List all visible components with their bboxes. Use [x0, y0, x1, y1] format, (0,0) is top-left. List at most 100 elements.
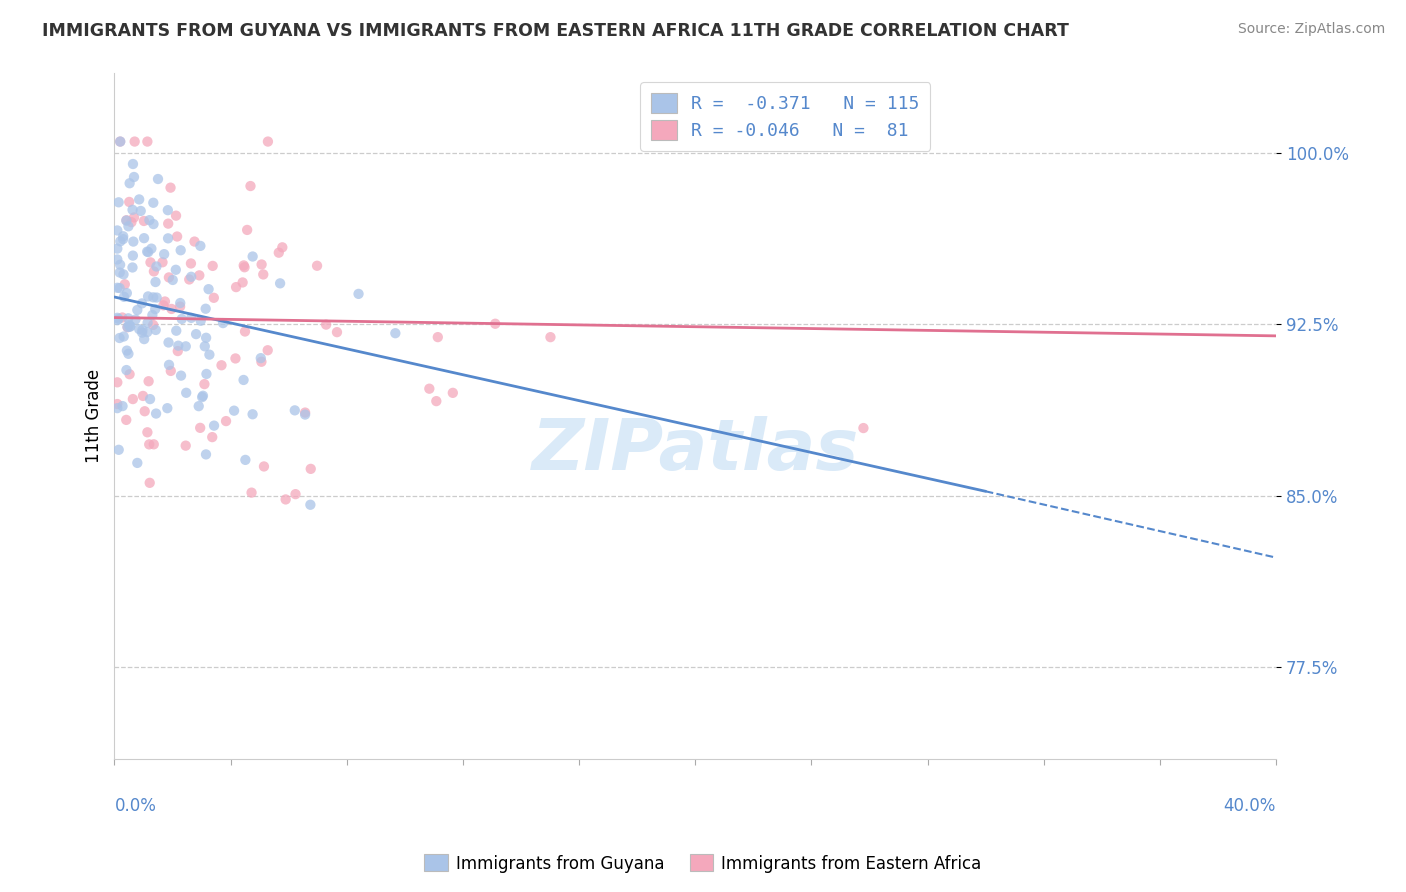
Point [232, 276, 254, 290]
Point [118, 318, 141, 332]
Point [232, 259, 254, 273]
Point [142, 195, 165, 210]
Point [115, 343, 138, 358]
Point [202, 291, 225, 305]
Point [124, 135, 146, 149]
Point [179, 272, 201, 286]
Point [117, 320, 139, 334]
Point [257, 135, 280, 149]
Point [129, 203, 152, 218]
Point [187, 399, 209, 413]
Point [239, 179, 262, 194]
Point [115, 363, 138, 377]
Point [197, 282, 219, 296]
Point [190, 314, 212, 328]
Point [174, 439, 197, 453]
Point [426, 330, 449, 344]
Point [138, 213, 160, 227]
Point [122, 211, 145, 225]
Point [249, 351, 271, 366]
Point [235, 453, 257, 467]
Point [131, 323, 153, 337]
Point [274, 492, 297, 507]
Point [180, 269, 202, 284]
Point [142, 318, 165, 332]
Point [136, 425, 159, 440]
Point [233, 325, 256, 339]
Point [167, 339, 190, 353]
Point [157, 270, 180, 285]
Point [118, 319, 141, 334]
Point [284, 487, 307, 501]
Point [112, 229, 135, 244]
Point [146, 172, 169, 186]
Point [174, 385, 197, 400]
Point [105, 310, 128, 325]
Point [252, 268, 274, 282]
Point [157, 231, 180, 245]
Point [190, 239, 212, 253]
Point [128, 322, 150, 336]
Point [170, 244, 193, 258]
Point [157, 358, 180, 372]
Point [108, 331, 131, 345]
Point [122, 169, 145, 184]
Point [145, 275, 167, 289]
Point [294, 406, 316, 420]
Point [139, 255, 162, 269]
Point [112, 290, 135, 304]
Point [242, 250, 264, 264]
Point [326, 325, 349, 339]
Point [269, 277, 291, 291]
Point [122, 235, 145, 249]
Point [299, 462, 322, 476]
Point [194, 339, 217, 353]
Point [141, 242, 163, 256]
Point [118, 368, 141, 382]
Point [142, 264, 165, 278]
Point [159, 180, 181, 194]
Point [120, 319, 142, 334]
Legend: R =  -0.371   N = 115, R = -0.046   N =  81: R = -0.371 N = 115, R = -0.046 N = 81 [640, 82, 931, 151]
Point [250, 258, 273, 272]
Point [121, 260, 143, 275]
Point [425, 394, 447, 409]
Point [225, 280, 247, 294]
Text: ZIPatlas: ZIPatlas [531, 416, 859, 484]
Point [114, 277, 136, 292]
Point [170, 312, 193, 326]
Point [162, 273, 184, 287]
Text: Source: ZipAtlas.com: Source: ZipAtlas.com [1237, 22, 1385, 37]
Point [138, 374, 160, 388]
Point [105, 401, 128, 416]
Point [107, 312, 129, 326]
Point [117, 320, 139, 334]
Point [852, 421, 875, 435]
Point [121, 202, 143, 217]
Point [191, 390, 214, 404]
Point [143, 302, 166, 317]
Point [198, 348, 221, 362]
Point [145, 291, 167, 305]
Point [165, 324, 187, 338]
Point [117, 347, 139, 361]
Point [233, 260, 256, 275]
Point [142, 290, 165, 304]
Point [120, 215, 142, 229]
Point [224, 351, 246, 366]
Point [159, 364, 181, 378]
Point [170, 368, 193, 383]
Point [117, 311, 139, 326]
Point [165, 209, 187, 223]
Point [169, 296, 191, 310]
Point [201, 430, 224, 444]
Text: 0.0%: 0.0% [114, 797, 156, 814]
Point [160, 301, 183, 316]
Point [142, 437, 165, 451]
Point [139, 392, 162, 406]
Point [188, 268, 211, 283]
Point [132, 214, 155, 228]
Point [145, 407, 167, 421]
Point [118, 176, 141, 190]
Point [156, 401, 179, 416]
